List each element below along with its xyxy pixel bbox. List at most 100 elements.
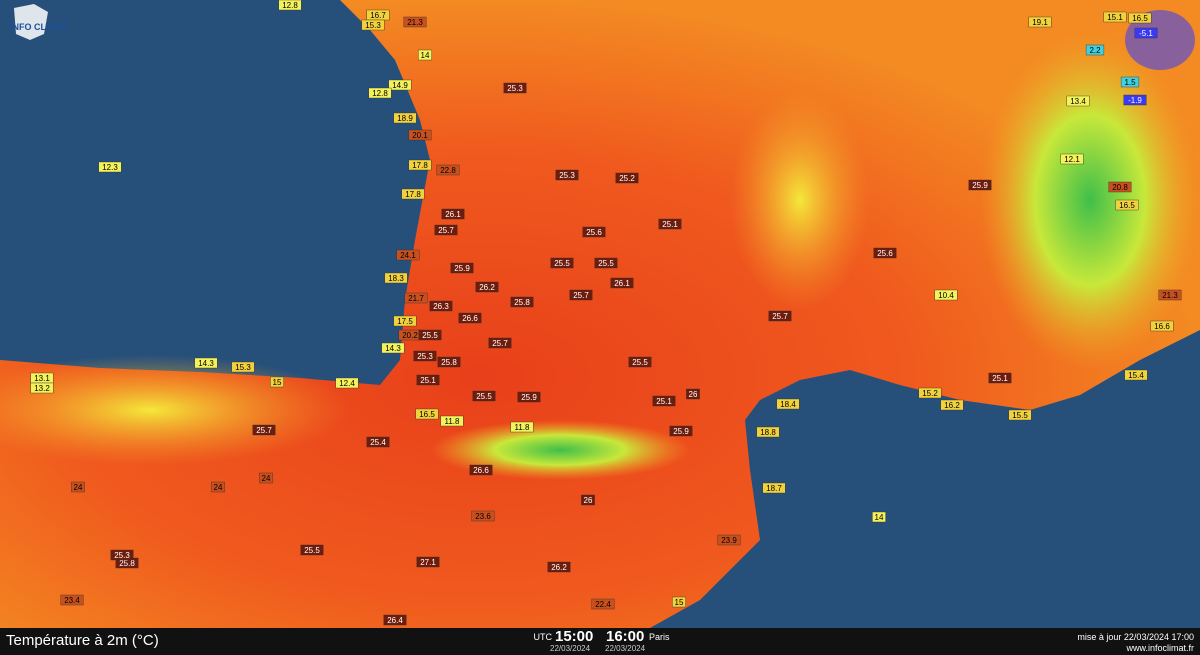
station-value: -5.1: [1139, 29, 1153, 38]
station-value: 25.9: [454, 264, 470, 273]
station-value: 25.3: [114, 551, 130, 560]
land: [0, 0, 1200, 628]
station-value: 12.8: [372, 89, 388, 98]
station-marker: [1060, 153, 1084, 165]
station-value: 25.9: [673, 427, 689, 436]
station-value: 24: [74, 483, 83, 492]
logo: INFO CLIMAT: [10, 4, 68, 40]
station-marker: [381, 342, 405, 354]
station-value: 15.1: [1107, 13, 1123, 22]
update: mise à jour 22/03/2024 17:00: [1077, 632, 1194, 642]
station-value: 23.4: [64, 596, 80, 605]
station-value: 26.3: [433, 302, 449, 311]
station-value: 20.8: [1112, 183, 1128, 192]
station-value: 14.3: [385, 344, 401, 353]
station-value: 13.2: [34, 384, 50, 393]
station-value: 16.5: [1132, 14, 1148, 23]
station-value: 21.3: [407, 18, 423, 27]
station-value: 25.3: [559, 171, 575, 180]
station-marker: [211, 481, 225, 493]
station-value: 25.5: [476, 392, 492, 401]
station-marker: [628, 356, 652, 368]
massif-central: [730, 90, 870, 310]
station-value: 18.8: [760, 428, 776, 437]
station-marker: [270, 376, 284, 388]
station-marker: [1066, 95, 1090, 107]
utc-time: 15:00: [555, 628, 593, 645]
station-marker: [231, 361, 255, 373]
station-marker: [383, 614, 407, 626]
station-value: 25.7: [772, 312, 788, 321]
station-value: 14: [421, 51, 430, 60]
station-value: 15.5: [1012, 411, 1028, 420]
station-value: 17.8: [405, 190, 421, 199]
station-marker: [472, 390, 496, 402]
station-marker: [569, 289, 593, 301]
station-marker: [458, 312, 482, 324]
station-labels: 12.8 16.7 21.3 15.3 14 14.9 12.8 18.9 20.1 12.3 17…: [30, 0, 1182, 626]
station-marker: [418, 49, 432, 61]
station-value: 10.4: [938, 291, 954, 300]
station-marker: [429, 300, 453, 312]
station-marker: [110, 549, 134, 561]
station-marker: [259, 472, 273, 484]
station-marker: [418, 329, 442, 341]
station-value: 12.3: [102, 163, 118, 172]
station-value: 19.1: [1032, 18, 1048, 27]
station-marker: [60, 594, 84, 606]
station-value: 16.5: [419, 410, 435, 419]
station-value: 26: [689, 390, 698, 399]
station-marker: [988, 372, 1012, 384]
station-value: 26.4: [387, 616, 403, 625]
station-value: 11.8: [445, 417, 461, 426]
station-value: 16.2: [944, 401, 960, 410]
station-marker: [581, 494, 595, 506]
station-marker: [475, 281, 499, 293]
station-marker: [278, 0, 302, 11]
station-value: 14: [875, 513, 884, 522]
station-marker: [1028, 16, 1052, 28]
local-date: 22/03/2024: [605, 644, 646, 653]
station-marker: [413, 350, 437, 362]
station-value: 12.4: [339, 379, 355, 388]
station-value: 23.9: [721, 536, 737, 545]
station-marker: [672, 596, 686, 608]
station-marker: [1115, 199, 1139, 211]
station-marker: [384, 272, 408, 284]
station-value: 25.3: [417, 352, 433, 361]
station-marker: [437, 356, 461, 368]
station-value: 24: [262, 474, 271, 483]
station-marker: [434, 224, 458, 236]
station-marker: [555, 169, 579, 181]
station-value: 20.1: [412, 131, 428, 140]
station-value: 25.8: [119, 559, 135, 568]
station-marker: [517, 391, 541, 403]
station-value: 25.7: [438, 226, 454, 235]
station-marker: [510, 421, 534, 433]
station-marker: [1128, 12, 1152, 24]
station-value: 18.3: [388, 274, 404, 283]
station-marker: [361, 19, 385, 31]
station-value: 25.7: [573, 291, 589, 300]
station-value: 26.2: [551, 563, 567, 572]
station-marker: [1108, 181, 1132, 193]
station-marker: [1150, 320, 1174, 332]
station-marker: [503, 82, 527, 94]
station-value: 2.2: [1089, 46, 1101, 55]
station-value: 20.2: [402, 331, 418, 340]
station-marker: [762, 482, 786, 494]
station-marker: [393, 315, 417, 327]
station-marker: [615, 172, 639, 184]
station-value: 25.5: [422, 331, 438, 340]
station-marker: [594, 257, 618, 269]
station-marker: [1103, 11, 1127, 23]
station-value: 25.4: [370, 438, 386, 447]
station-marker: [300, 544, 324, 556]
station-marker: [415, 408, 439, 420]
station-value: 25.7: [492, 339, 508, 348]
station-value: 25.1: [662, 220, 678, 229]
station-marker: [396, 249, 420, 261]
station-marker: [194, 357, 218, 369]
station-marker: [98, 161, 122, 173]
station-value: 24.1: [400, 251, 416, 260]
